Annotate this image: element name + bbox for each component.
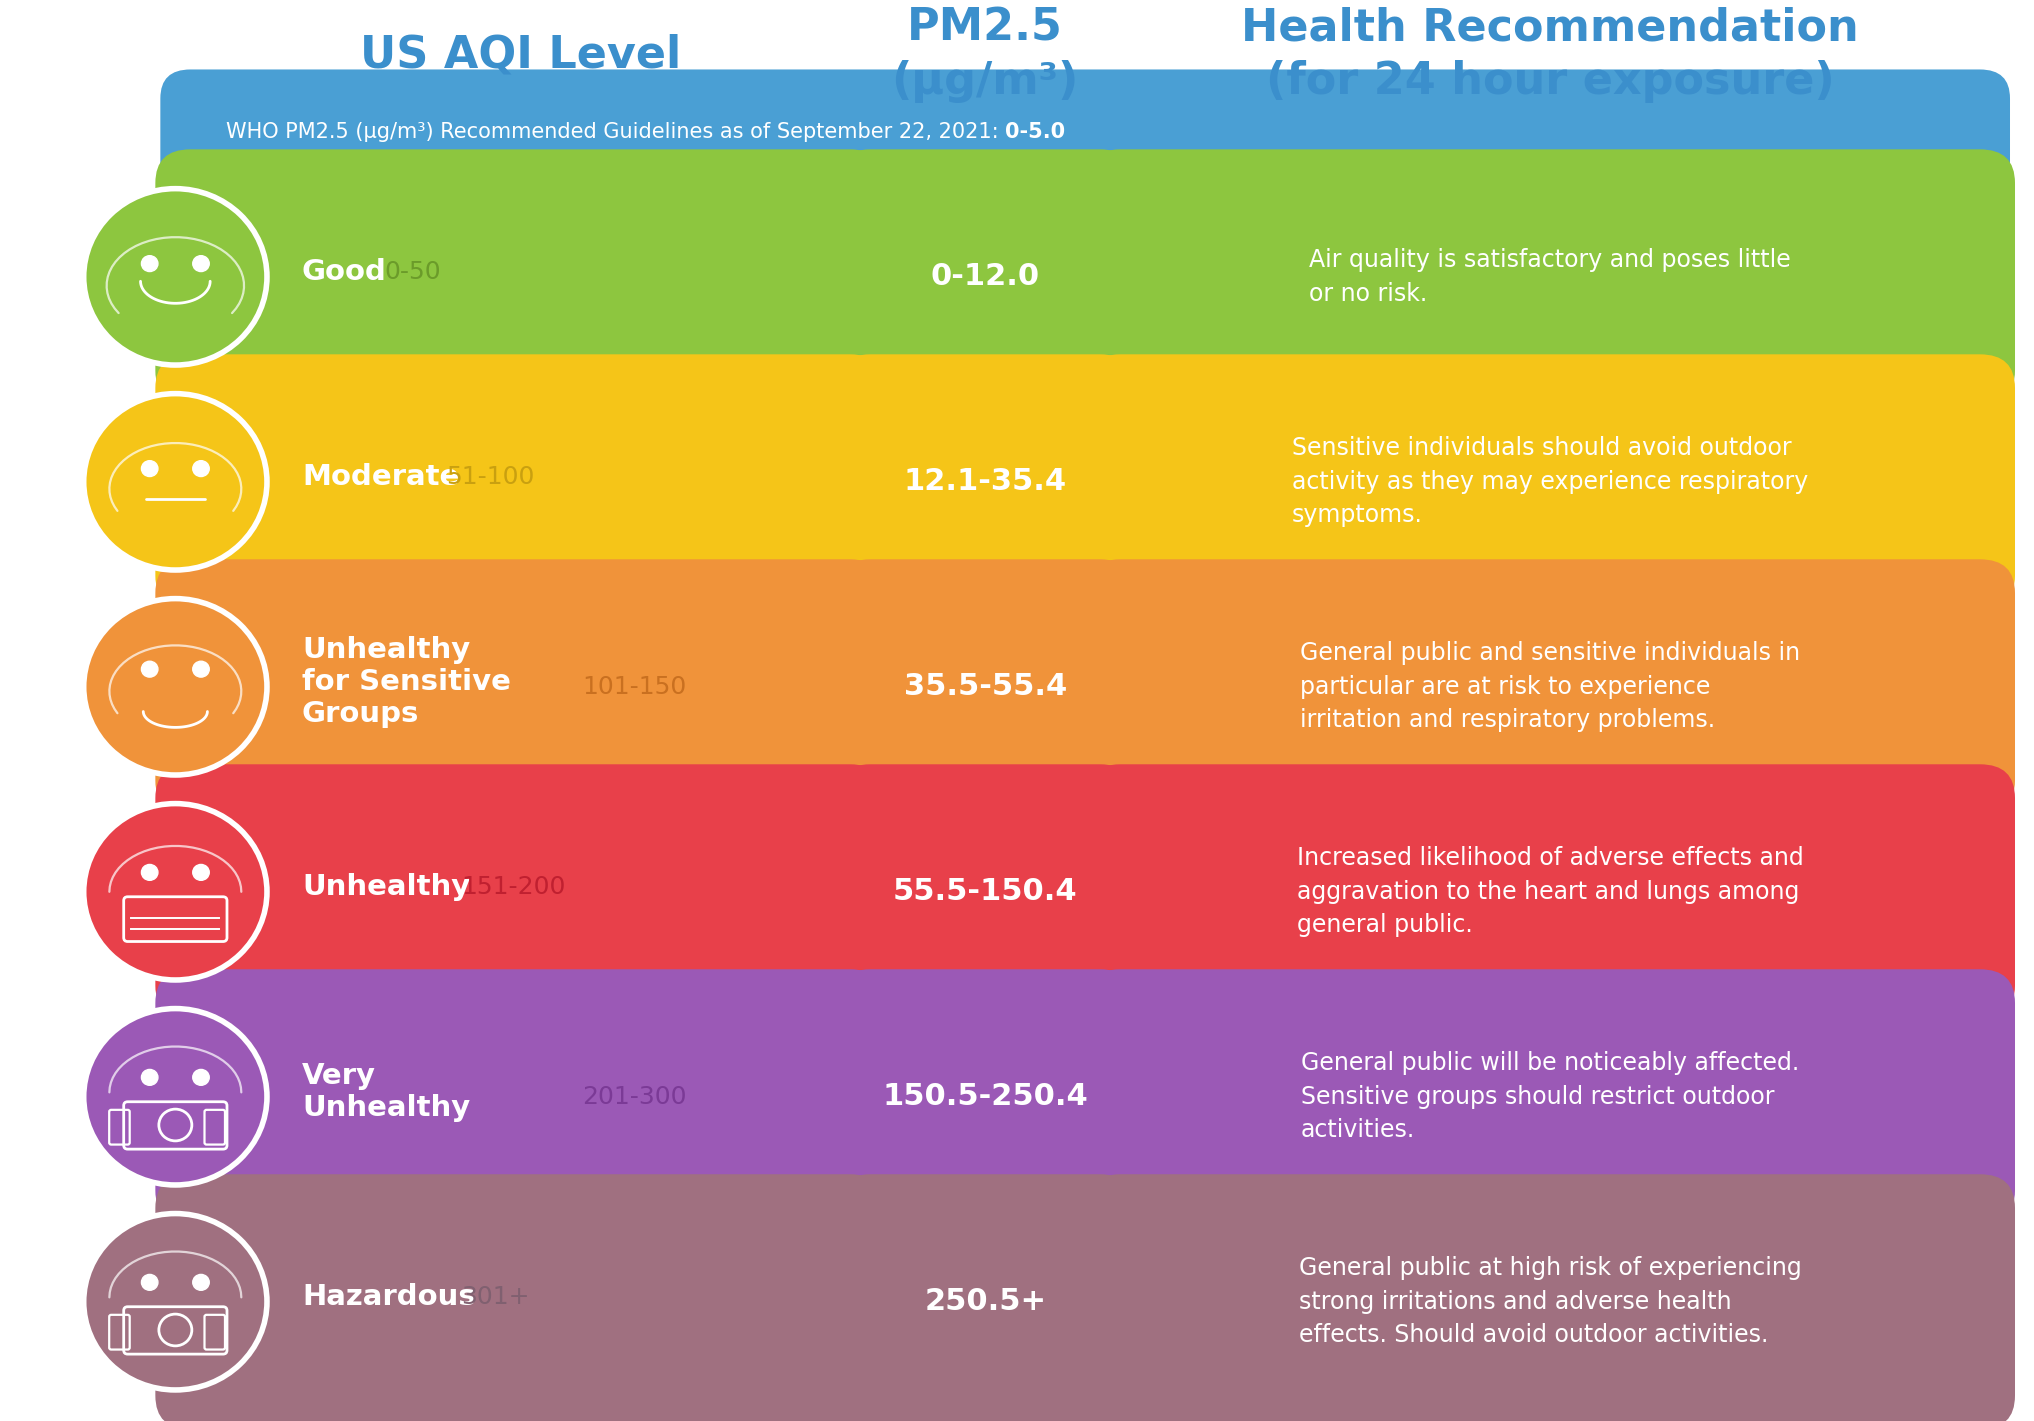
Text: Air quality is satisfactory and poses little
or no risk.: Air quality is satisfactory and poses li… [1310,249,1792,306]
Text: Very
Unhealthy: Very Unhealthy [301,1061,470,1123]
Text: Health Recommendation
(for 24 hour exposure): Health Recommendation (for 24 hour expos… [1241,7,1859,104]
Text: 301+: 301+ [462,1285,531,1309]
Text: 12.1-35.4: 12.1-35.4 [903,468,1066,496]
Circle shape [83,1214,266,1390]
Circle shape [83,1009,266,1185]
FancyBboxPatch shape [1086,560,2016,814]
FancyBboxPatch shape [836,969,1135,1225]
Text: 0-50: 0-50 [384,260,441,284]
Circle shape [83,394,266,570]
Text: Unhealthy: Unhealthy [301,872,470,901]
FancyBboxPatch shape [155,149,885,405]
Text: 0-5.0: 0-5.0 [1005,122,1066,142]
Text: 250.5+: 250.5+ [923,1287,1045,1316]
FancyBboxPatch shape [1086,764,2016,1019]
Text: 35.5-55.4: 35.5-55.4 [903,672,1066,702]
Circle shape [142,460,159,476]
FancyBboxPatch shape [1086,149,2016,405]
Text: Moderate: Moderate [301,463,460,492]
Circle shape [142,1070,159,1086]
Circle shape [142,256,159,271]
Text: 55.5-150.4: 55.5-150.4 [893,877,1078,907]
FancyBboxPatch shape [155,764,885,1019]
Text: 0-12.0: 0-12.0 [932,263,1039,291]
Circle shape [193,864,210,881]
Circle shape [193,460,210,476]
Text: PM2.5
(μg/m³): PM2.5 (μg/m³) [891,7,1078,104]
FancyBboxPatch shape [836,764,1135,1019]
Circle shape [83,189,266,365]
Text: 201-300: 201-300 [582,1084,685,1108]
Text: 150.5-250.4: 150.5-250.4 [883,1083,1088,1111]
Text: 51-100: 51-100 [445,465,535,489]
Circle shape [83,598,266,774]
FancyBboxPatch shape [155,1174,885,1421]
FancyBboxPatch shape [836,1174,1135,1421]
Text: 101-150: 101-150 [582,675,685,699]
FancyBboxPatch shape [1086,1174,2016,1421]
Circle shape [193,256,210,271]
FancyBboxPatch shape [155,969,885,1225]
Text: Unhealthy
for Sensitive
Groups: Unhealthy for Sensitive Groups [301,635,511,729]
Text: WHO PM2.5 (μg/m³) Recommended Guidelines as of September 22, 2021:: WHO PM2.5 (μg/m³) Recommended Guidelines… [226,122,1005,142]
Text: General public will be noticeably affected.
Sensitive groups should restrict out: General public will be noticeably affect… [1302,1052,1800,1142]
Text: General public at high risk of experiencing
strong irritations and adverse healt: General public at high risk of experienc… [1300,1256,1802,1347]
FancyBboxPatch shape [1086,354,2016,610]
FancyBboxPatch shape [836,560,1135,814]
Text: Increased likelihood of adverse effects and
aggravation to the heart and lungs a: Increased likelihood of adverse effects … [1298,847,1804,938]
FancyBboxPatch shape [836,149,1135,405]
FancyBboxPatch shape [836,354,1135,610]
FancyBboxPatch shape [161,70,2010,195]
FancyBboxPatch shape [155,354,885,610]
Text: Hazardous: Hazardous [301,1283,476,1312]
Text: US AQI Level: US AQI Level [360,34,681,77]
Circle shape [142,1275,159,1290]
Circle shape [193,1275,210,1290]
Text: Sensitive individuals should avoid outdoor
activity as they may experience respi: Sensitive individuals should avoid outdo… [1292,436,1808,527]
Circle shape [142,661,159,678]
FancyBboxPatch shape [155,560,885,814]
Circle shape [193,661,210,678]
Text: 151-200: 151-200 [462,875,565,899]
FancyBboxPatch shape [1086,969,2016,1225]
Circle shape [142,864,159,881]
Circle shape [193,1070,210,1086]
Circle shape [83,804,266,980]
Text: Good: Good [301,259,386,286]
Text: General public and sensitive individuals in
particular are at risk to experience: General public and sensitive individuals… [1300,641,1800,732]
